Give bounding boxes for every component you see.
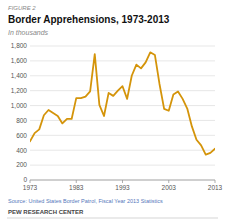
grid-line [30,150,215,151]
x-tick [76,180,77,183]
y-tick-label: 1,600 [11,57,28,64]
grid-line [30,165,215,166]
y-tick-label: 1,000 [11,102,28,109]
grid-line [30,75,215,76]
x-tick [122,180,123,183]
y-tick-label: 600 [16,132,27,139]
y-tick-label: 1,800 [11,42,28,49]
data-line [30,52,215,154]
y-tick-label: 1,200 [11,87,28,94]
grid-line [30,60,215,61]
y-tick-label: 1,400 [11,72,28,79]
grid-line [30,105,215,106]
y-tick-label: 800 [16,117,27,124]
grid-line [30,90,215,91]
source: Source: United States Border Patrol, Fis… [8,198,163,204]
x-tick [168,180,169,183]
grid-line [30,46,215,47]
grid-line [30,135,215,136]
x-tick [215,180,216,183]
x-tick-label: 2003 [162,184,177,191]
figure-label: FIGURE 2 [8,5,36,11]
plot-area [30,52,215,154]
separator [7,218,218,219]
y-tick-label: 400 [16,147,27,154]
x-tick-label: 1993 [115,184,130,191]
y-tick-label: 0 [23,176,27,183]
x-tick-label: 2013 [208,184,223,191]
subtitle: In thousands [8,29,49,36]
grid-line [30,120,215,121]
title: Border Apprehensions, 1973-2013 [8,14,170,25]
y-tick-label: 200 [16,161,27,168]
x-tick [30,180,31,183]
footer: PEW RESEARCH CENTER [8,209,84,215]
x-tick-label: 1973 [23,184,38,191]
chart: FIGURE 2 Border Apprehensions, 1973-2013 I… [0,0,225,223]
x-tick-label: 1983 [69,184,84,191]
